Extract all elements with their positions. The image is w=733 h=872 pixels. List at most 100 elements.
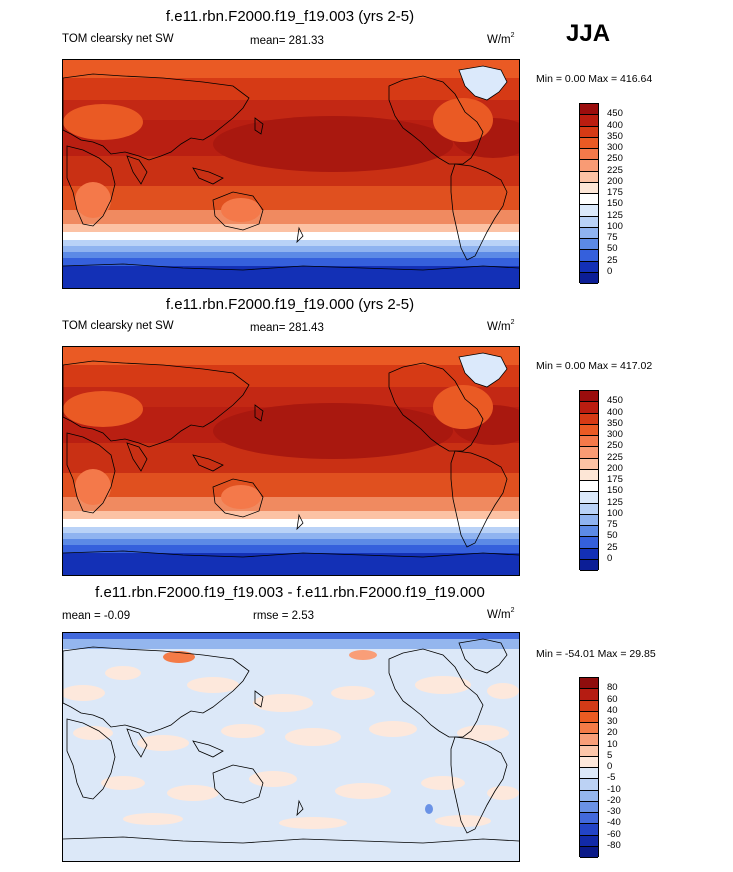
colorbar-label: 450 xyxy=(607,108,623,120)
panel-3-rmse-label: rmse = 2.53 xyxy=(253,610,315,622)
coastline xyxy=(212,478,264,518)
colorbar-swatch xyxy=(580,160,598,172)
coastline xyxy=(458,638,508,674)
colorbar-label: 0 xyxy=(607,761,613,772)
colorbar-swatch xyxy=(580,711,598,723)
colorbar-swatch xyxy=(580,734,598,746)
colorbar-label: 175 xyxy=(607,474,623,485)
panel-3-title: f.e11.rbn.F2000.f19_f19.003 - f.e11.rbn.… xyxy=(95,584,485,601)
colorbar-label: 350 xyxy=(607,130,623,142)
colorbar-label: 40 xyxy=(607,704,618,716)
colorbar-label: 225 xyxy=(607,164,623,176)
colorbar-swatch xyxy=(580,723,598,735)
colorbar-label: 300 xyxy=(607,142,623,153)
coastline xyxy=(126,728,148,758)
coastline xyxy=(63,836,519,844)
colorbar-swatch xyxy=(580,458,598,470)
colorbar-swatch xyxy=(580,149,598,161)
colorbar-swatch xyxy=(580,115,598,127)
colorbar-swatch xyxy=(580,813,598,825)
colorbar-label: 300 xyxy=(607,429,623,440)
panel-1-title: f.e11.rbn.F2000.f19_f19.003 (yrs 2-5) xyxy=(165,8,415,25)
coastline xyxy=(63,73,250,161)
colorbar-swatch xyxy=(580,492,598,504)
coastline xyxy=(126,442,148,472)
colorbar-swatch xyxy=(580,756,598,768)
colorbar-swatch xyxy=(580,559,598,571)
coastline xyxy=(296,226,304,244)
colorbar-swatch xyxy=(580,272,598,284)
colorbar-label: 400 xyxy=(607,406,623,418)
colorbar-swatch xyxy=(580,503,598,515)
colorbar-swatch xyxy=(580,171,598,183)
colorbar-label: -40 xyxy=(607,817,621,829)
coastline xyxy=(126,155,148,185)
panel-1-units: W/m2 xyxy=(487,32,515,46)
colorbar-label: 5 xyxy=(607,749,613,761)
colorbar-label: 75 xyxy=(607,232,618,243)
colorbar-swatch xyxy=(580,227,598,239)
colorbar-swatch xyxy=(580,413,598,425)
colorbar-label: 250 xyxy=(607,153,623,165)
coastline xyxy=(450,163,508,261)
colorbar-swatch xyxy=(580,745,598,757)
coastline xyxy=(296,799,304,817)
colorbar-swatch xyxy=(580,689,598,701)
colorbar-swatch xyxy=(580,261,598,273)
colorbar-label: 125 xyxy=(607,496,623,508)
colorbar-swatch xyxy=(580,481,598,493)
coastline xyxy=(63,263,519,271)
season-label: JJA xyxy=(566,20,611,47)
colorbar-label: 60 xyxy=(607,693,618,705)
colorbar-swatch xyxy=(580,216,598,228)
colorbar-swatch xyxy=(580,779,598,791)
coastline xyxy=(450,736,508,834)
coastline xyxy=(63,550,519,558)
colorbar-swatch xyxy=(580,801,598,813)
panel-1-mean-label: mean= 281.33 xyxy=(250,35,324,47)
panel-1-map xyxy=(62,59,520,289)
colorbar-swatch xyxy=(580,678,598,690)
coastline xyxy=(254,404,264,422)
colorbar-swatch xyxy=(580,537,598,549)
colorbar-label: -30 xyxy=(607,806,621,817)
coastline xyxy=(66,718,116,800)
colorbar-label: 175 xyxy=(607,187,623,198)
colorbar-label: 150 xyxy=(607,485,623,497)
colorbar-label: 25 xyxy=(607,254,618,266)
coastline xyxy=(212,191,264,231)
colorbar-label: 10 xyxy=(607,738,618,750)
colorbar-label: 30 xyxy=(607,716,618,727)
colorbar-swatch xyxy=(580,250,598,262)
coastline xyxy=(63,646,250,734)
coastline xyxy=(212,764,264,804)
panel-3-minmax: Min = -54.01 Max = 29.85 xyxy=(536,648,656,660)
colorbar-swatch xyxy=(580,239,598,251)
colorbar-swatch xyxy=(580,824,598,836)
colorbar-swatch xyxy=(580,469,598,481)
colorbar-label: 450 xyxy=(607,395,623,407)
colorbar-label: -20 xyxy=(607,794,621,806)
coastline xyxy=(254,690,264,708)
coastline xyxy=(192,454,224,472)
colorbar-label: 150 xyxy=(607,198,623,210)
colorbar-label: 0 xyxy=(607,265,613,277)
panel-3-colorbar xyxy=(579,677,599,858)
colorbar-label: 25 xyxy=(607,541,618,553)
colorbar-swatch xyxy=(580,700,598,712)
coastline xyxy=(458,352,508,388)
colorbar-label: 200 xyxy=(607,462,623,474)
panel-3-map xyxy=(62,632,520,862)
colorbar-swatch xyxy=(580,137,598,149)
coastline xyxy=(192,740,224,758)
colorbar-swatch xyxy=(580,104,598,116)
colorbar-swatch xyxy=(580,835,598,847)
colorbar-label: 20 xyxy=(607,727,618,739)
colorbar-swatch xyxy=(580,526,598,538)
colorbar-swatch xyxy=(580,424,598,436)
colorbar-swatch xyxy=(580,391,598,403)
colorbar-label: 200 xyxy=(607,175,623,187)
colorbar-swatch xyxy=(580,548,598,560)
colorbar-swatch xyxy=(580,846,598,858)
colorbar-label: -5 xyxy=(607,772,616,784)
